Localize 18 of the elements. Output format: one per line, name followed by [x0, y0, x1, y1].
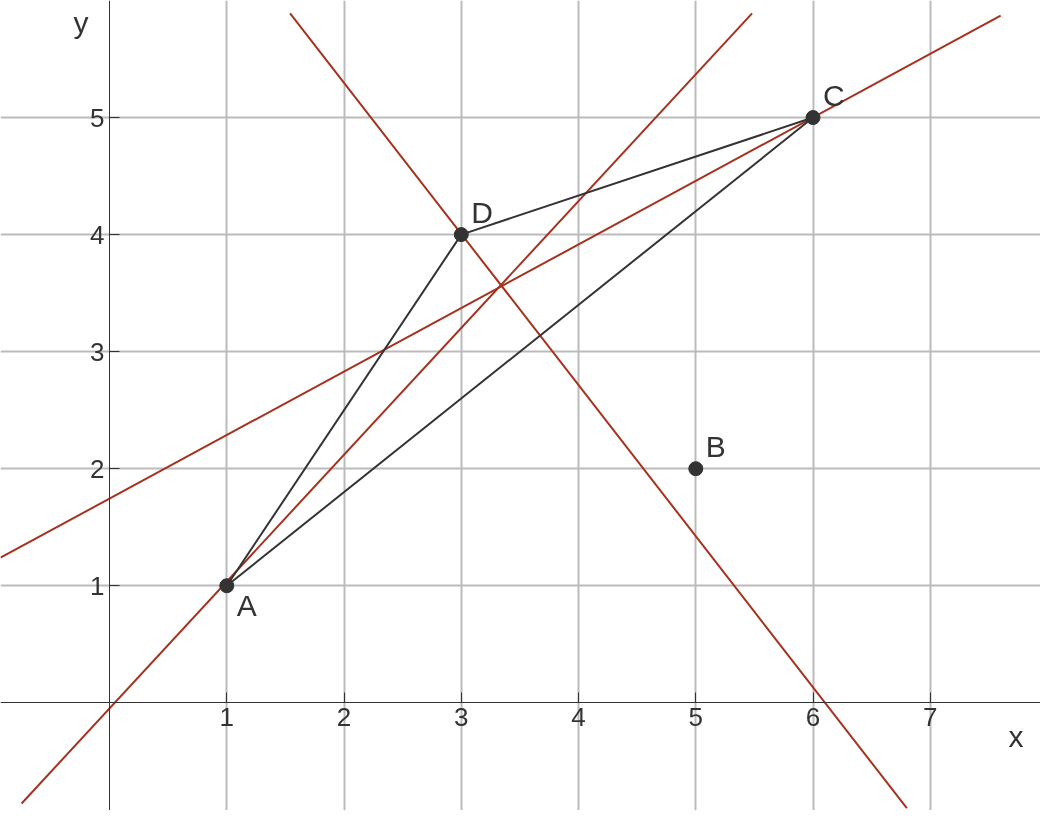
- annotation: C: [823, 78, 845, 112]
- x-tick-label: 2: [336, 701, 352, 732]
- x-tick-label: 1: [219, 701, 235, 732]
- y-tick-label: 1: [90, 570, 105, 601]
- annotation: B: [705, 429, 726, 463]
- y-axis-title: y: [73, 5, 89, 39]
- x-tick-label: 6: [805, 701, 821, 732]
- y-tick-label: 4: [90, 219, 105, 250]
- y-tick-label: 2: [90, 453, 105, 484]
- annotation: A: [236, 588, 257, 622]
- x-tick-label: 3: [454, 701, 469, 732]
- y-tick-label: 3: [90, 336, 105, 367]
- x-axis-title: x: [1008, 719, 1024, 753]
- y-tick-label: 5: [90, 102, 105, 133]
- x-tick-label: 5: [688, 701, 704, 732]
- x-tick-label: 4: [571, 701, 586, 732]
- annotation: D: [471, 195, 493, 229]
- x-tick-label: 7: [923, 701, 938, 732]
